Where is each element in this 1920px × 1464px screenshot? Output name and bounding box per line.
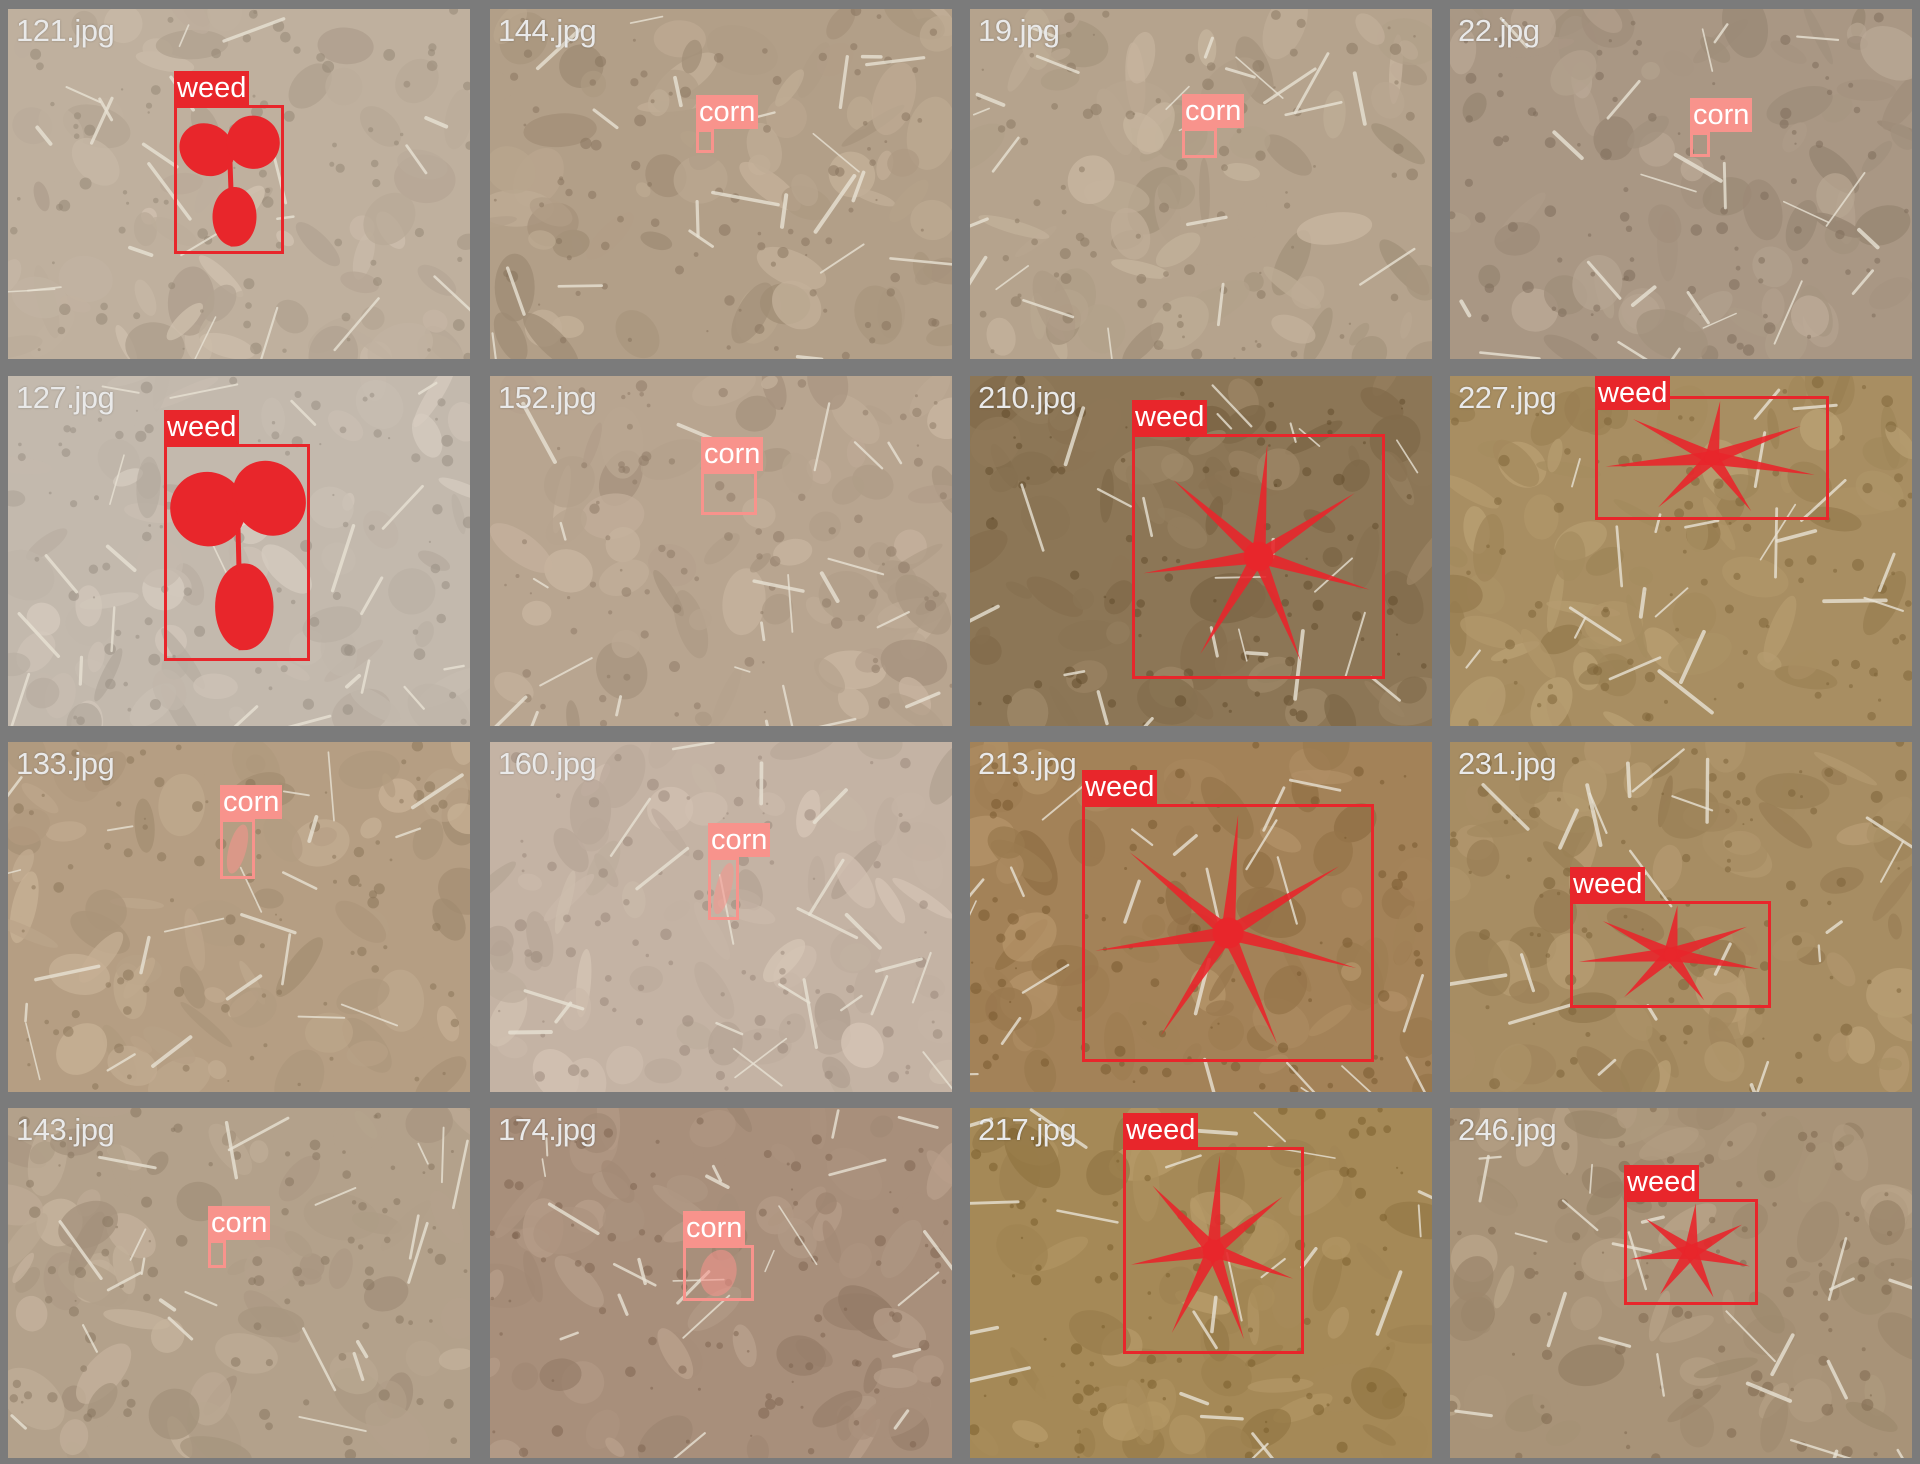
detection-box <box>1595 396 1829 520</box>
detection-label: corn <box>683 1211 746 1245</box>
plant-mask <box>970 1108 1432 1458</box>
plant-mask <box>970 376 1432 726</box>
image-filename: 19.jpg <box>978 13 1060 48</box>
detection-label: weed <box>1082 770 1158 804</box>
detection-label: weed <box>1123 1113 1199 1147</box>
image-filename: 143.jpg <box>16 1112 115 1147</box>
plant-mask <box>8 9 470 359</box>
soil-photo <box>490 1108 952 1458</box>
detection-label: weed <box>1595 376 1671 410</box>
image-tile: weed 231.jpg <box>1450 742 1912 1092</box>
image-filename: 217.jpg <box>978 1112 1077 1147</box>
plant-mask <box>490 1108 952 1458</box>
plant-mask <box>1450 1108 1912 1458</box>
soil-photo <box>970 9 1432 359</box>
plant-mask <box>490 742 952 1092</box>
detection-box <box>1123 1147 1304 1354</box>
image-filename: 144.jpg <box>498 13 597 48</box>
detection-box <box>683 1245 754 1301</box>
plant-mask <box>970 742 1432 1092</box>
detection-box <box>208 1240 226 1268</box>
soil-photo <box>1450 376 1912 726</box>
image-tile: weed 227.jpg <box>1450 376 1912 726</box>
detection-box <box>174 105 284 254</box>
image-tile: corn 160.jpg <box>490 742 952 1092</box>
soil-photo <box>490 9 952 359</box>
image-filename: 246.jpg <box>1458 1112 1557 1147</box>
detection-label: corn <box>696 95 759 129</box>
plant-mask <box>1450 742 1912 1092</box>
image-tile: weed 210.jpg <box>970 376 1432 726</box>
detection-box <box>1082 804 1374 1062</box>
detection-box <box>1624 1199 1758 1305</box>
soil-photo <box>1450 742 1912 1092</box>
detection-label: corn <box>1182 94 1245 128</box>
detection-label: weed <box>174 71 250 105</box>
image-filename: 133.jpg <box>16 746 115 781</box>
image-tile: weed 246.jpg <box>1450 1108 1912 1458</box>
soil-photo <box>970 1108 1432 1458</box>
detection-label: corn <box>701 437 764 471</box>
image-tile: corn 152.jpg <box>490 376 952 726</box>
image-filename: 174.jpg <box>498 1112 597 1147</box>
image-filename: 160.jpg <box>498 746 597 781</box>
image-filename: 127.jpg <box>16 380 115 415</box>
soil-photo <box>8 1108 470 1458</box>
detection-box <box>1570 901 1771 1008</box>
image-filename: 231.jpg <box>1458 746 1557 781</box>
image-tile: corn 144.jpg <box>490 9 952 359</box>
soil-photo <box>490 742 952 1092</box>
detection-box <box>701 471 757 515</box>
detection-box <box>1132 434 1385 679</box>
detection-box <box>164 444 310 661</box>
detection-label: weed <box>1570 867 1646 901</box>
image-tile: weed 217.jpg <box>970 1108 1432 1458</box>
soil-photo <box>1450 9 1912 359</box>
image-filename: 227.jpg <box>1458 380 1557 415</box>
detection-label: weed <box>1624 1165 1700 1199</box>
detection-box <box>696 129 714 153</box>
image-tile: weed 127.jpg <box>8 376 470 726</box>
image-tile: corn 133.jpg <box>8 742 470 1092</box>
detection-label: corn <box>208 1206 271 1240</box>
detection-box <box>220 819 255 879</box>
plant-mask <box>1450 376 1912 726</box>
image-filename: 22.jpg <box>1458 13 1540 48</box>
image-filename: 210.jpg <box>978 380 1077 415</box>
detection-box <box>708 857 739 920</box>
plant-mask <box>8 742 470 1092</box>
image-tile: corn 174.jpg <box>490 1108 952 1458</box>
image-tile: weed 213.jpg <box>970 742 1432 1092</box>
image-tile: corn 22.jpg <box>1450 9 1912 359</box>
image-tile: weed 121.jpg <box>8 9 470 359</box>
detection-label: corn <box>220 785 283 819</box>
image-tile: corn 19.jpg <box>970 9 1432 359</box>
detection-label: weed <box>164 410 240 444</box>
detection-label: corn <box>1690 98 1753 132</box>
detection-label: weed <box>1132 400 1208 434</box>
detection-label: corn <box>708 823 771 857</box>
detection-box <box>1690 132 1710 157</box>
image-tile: corn 143.jpg <box>8 1108 470 1458</box>
soil-photo <box>490 376 952 726</box>
soil-photo <box>8 9 470 359</box>
image-filename: 213.jpg <box>978 746 1077 781</box>
image-filename: 152.jpg <box>498 380 597 415</box>
plant-mask <box>8 376 470 726</box>
detection-box <box>1182 128 1217 158</box>
image-filename: 121.jpg <box>16 13 115 48</box>
